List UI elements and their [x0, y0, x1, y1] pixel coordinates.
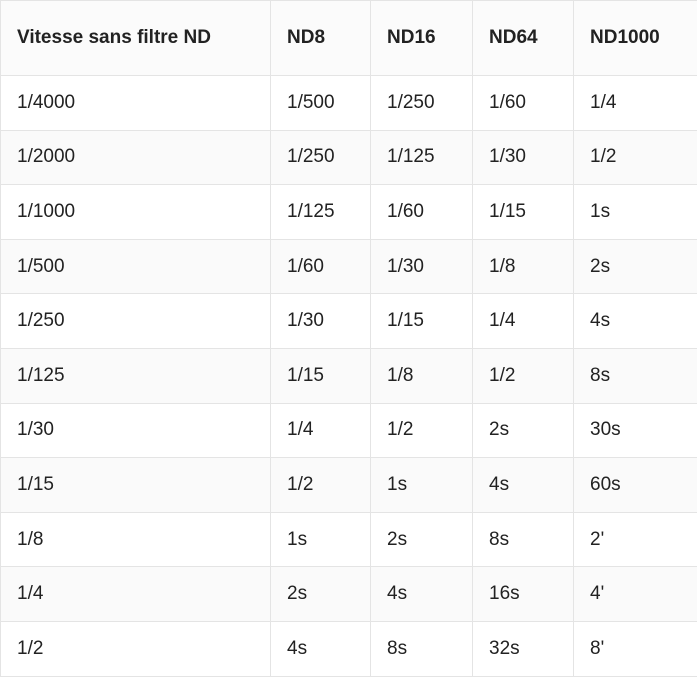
header-cell: ND64 — [473, 1, 574, 76]
table-cell: 1/30 — [371, 239, 473, 294]
table-cell: 1/60 — [473, 76, 574, 131]
table-cell: 4s — [371, 567, 473, 622]
header-cell: ND16 — [371, 1, 473, 76]
table-cell: 1/125 — [271, 185, 371, 240]
table-cell: 8s — [574, 348, 697, 403]
table-cell: 1/4 — [1, 567, 271, 622]
table-cell: 1s — [574, 185, 697, 240]
table-cell: 8s — [473, 512, 574, 567]
table-cell: 4s — [473, 458, 574, 513]
table-cell: 1/250 — [271, 130, 371, 185]
table-cell: 1/1000 — [1, 185, 271, 240]
table-cell: 4s — [574, 294, 697, 349]
table-cell: 1/250 — [371, 76, 473, 131]
table-cell: 1/4 — [271, 403, 371, 458]
table-cell: 1/2000 — [1, 130, 271, 185]
table-cell: 1s — [371, 458, 473, 513]
table-cell: 1/30 — [473, 130, 574, 185]
table-cell: 1/4 — [473, 294, 574, 349]
table-cell: 1/500 — [271, 76, 371, 131]
table-cell: 1/4 — [574, 76, 697, 131]
table-cell: 1/60 — [271, 239, 371, 294]
table-cell: 4s — [271, 621, 371, 676]
table-cell: 2s — [473, 403, 574, 458]
table-cell: 1/250 — [1, 294, 271, 349]
table-cell: 60s — [574, 458, 697, 513]
table-cell: 1/125 — [371, 130, 473, 185]
header-cell: Vitesse sans filtre ND — [1, 1, 271, 76]
table-cell: 16s — [473, 567, 574, 622]
table-cell: 2' — [574, 512, 697, 567]
table-cell: 1/8 — [473, 239, 574, 294]
table-cell: 1/2 — [473, 348, 574, 403]
table-cell: 1/15 — [1, 458, 271, 513]
table-cell: 1/4000 — [1, 76, 271, 131]
table-cell: 30s — [574, 403, 697, 458]
table-cell: 1/2 — [1, 621, 271, 676]
table-cell: 1/15 — [473, 185, 574, 240]
table-cell: 1s — [271, 512, 371, 567]
table-cell: 1/125 — [1, 348, 271, 403]
table-cell: 1/2 — [371, 403, 473, 458]
table-cell: 1/500 — [1, 239, 271, 294]
table-cell: 2s — [574, 239, 697, 294]
table-cell: 1/15 — [271, 348, 371, 403]
table-cell: 1/8 — [371, 348, 473, 403]
table-cell: 1/2 — [271, 458, 371, 513]
table-cell: 2s — [271, 567, 371, 622]
table-cell: 32s — [473, 621, 574, 676]
table-cell: 1/15 — [371, 294, 473, 349]
table-cell: 1/2 — [574, 130, 697, 185]
table-cell: 1/30 — [271, 294, 371, 349]
table-cell: 8' — [574, 621, 697, 676]
table-cell: 1/60 — [371, 185, 473, 240]
table-cell: 2s — [371, 512, 473, 567]
table-cell: 1/8 — [1, 512, 271, 567]
table-cell: 1/30 — [1, 403, 271, 458]
header-cell: ND1000 — [574, 1, 697, 76]
table-cell: 8s — [371, 621, 473, 676]
table-cell: 4' — [574, 567, 697, 622]
header-cell: ND8 — [271, 1, 371, 76]
